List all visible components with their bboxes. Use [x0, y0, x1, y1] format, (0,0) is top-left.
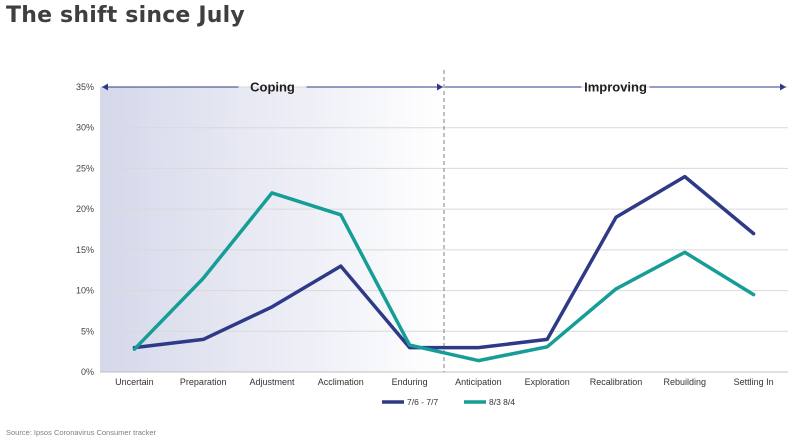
legend-label: 7/6 - 7/7: [407, 397, 438, 407]
y-tick-label: 30%: [76, 123, 94, 133]
arrow-head-right-icon: [437, 83, 443, 91]
x-tick-label: Rebuilding: [664, 377, 707, 387]
page-title: The shift since July: [6, 3, 245, 28]
y-tick-label: 35%: [76, 82, 94, 92]
x-tick-label: Enduring: [392, 377, 428, 387]
y-tick-label: 25%: [76, 163, 94, 173]
x-tick-label: Acclimation: [318, 377, 364, 387]
y-tick-label: 10%: [76, 286, 94, 296]
y-tick-label: 15%: [76, 245, 94, 255]
arrow-head-right-icon: [780, 83, 786, 91]
x-tick-label: Anticipation: [455, 377, 502, 387]
arrow-head-left-icon: [102, 83, 108, 91]
phase-label: Improving: [584, 80, 647, 95]
series-line: [132, 174, 756, 350]
x-tick-label: Settling In: [734, 377, 774, 387]
series-line: [132, 191, 756, 363]
x-tick-label: Exploration: [525, 377, 570, 387]
legend-label: 8/3 8/4: [489, 397, 515, 407]
y-tick-label: 0%: [81, 367, 94, 377]
x-tick-label: Adjustment: [249, 377, 295, 387]
phase-label: Coping: [250, 80, 295, 95]
y-tick-label: 5%: [81, 326, 94, 336]
source-note: Source: Ipsos Coronavirus Consumer track…: [6, 428, 157, 437]
x-tick-label: Uncertain: [115, 377, 154, 387]
x-tick-label: Preparation: [180, 377, 227, 387]
y-tick-label: 20%: [76, 204, 94, 214]
x-tick-label: Recalibration: [590, 377, 643, 387]
